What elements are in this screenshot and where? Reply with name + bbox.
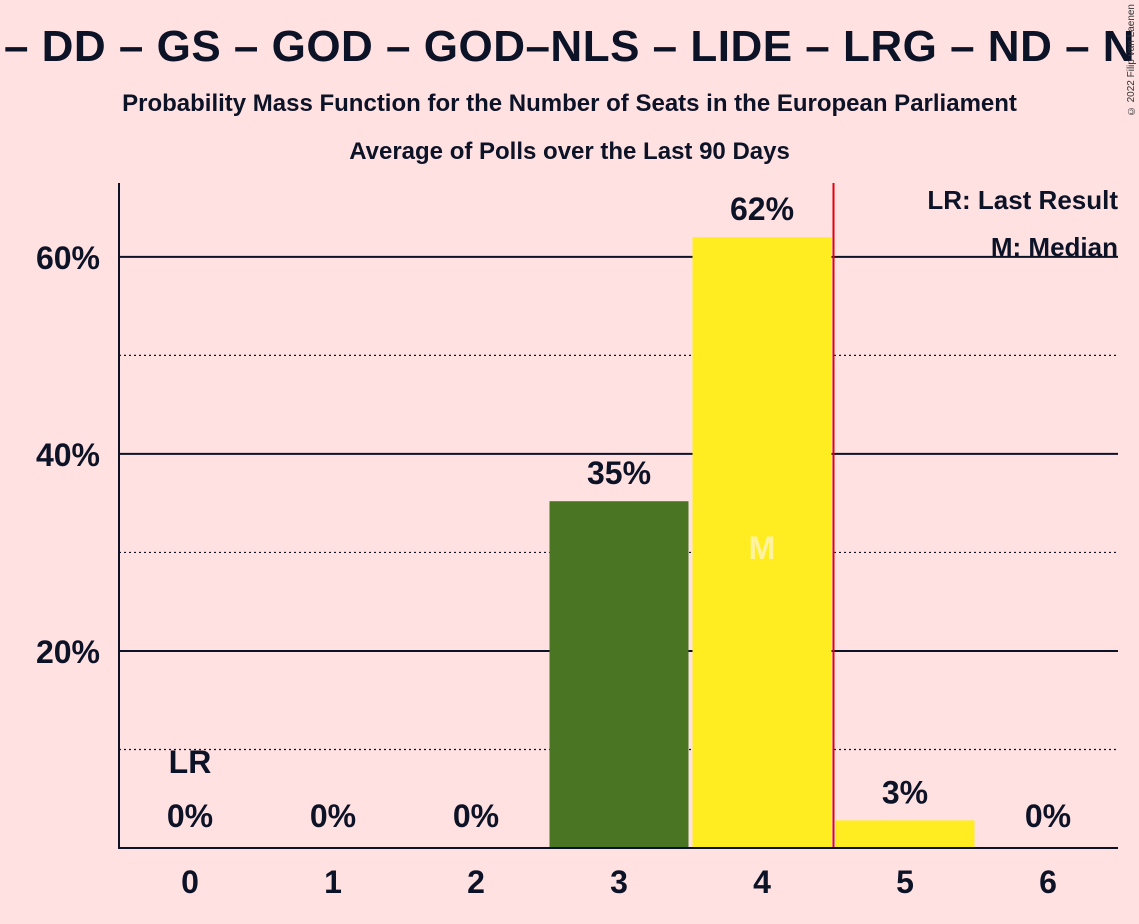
legend-last-result: LR: Last Result bbox=[927, 185, 1118, 215]
x-tick-label: 1 bbox=[324, 864, 342, 900]
axes: 20% 40% 60% 0 1 2 3 4 5 6 bbox=[36, 183, 1118, 900]
bar-3 bbox=[549, 501, 689, 848]
data-label-3: 35% bbox=[587, 455, 651, 491]
data-label-5: 3% bbox=[882, 774, 928, 810]
chart-subtitle-2: Average of Polls over the Last 90 Days bbox=[349, 138, 790, 165]
legend-median: M: Median bbox=[991, 232, 1118, 262]
y-tick-label: 60% bbox=[36, 240, 100, 276]
data-label-6: 0% bbox=[1025, 798, 1071, 834]
x-tick-label: 2 bbox=[467, 864, 485, 900]
bar-4 bbox=[692, 237, 832, 848]
median-marker: M bbox=[749, 530, 776, 566]
data-label-2: 0% bbox=[453, 798, 499, 834]
data-labels: 0% 0% 0% 35% 62% 3% 0% LR M bbox=[167, 191, 1071, 834]
gridlines bbox=[119, 255, 1118, 751]
data-label-1: 0% bbox=[310, 798, 356, 834]
last-result-marker: LR bbox=[169, 744, 212, 780]
x-tick-label: 6 bbox=[1039, 864, 1057, 900]
bars bbox=[549, 237, 975, 848]
x-tick-label: 3 bbox=[610, 864, 628, 900]
x-tick-label: 5 bbox=[896, 864, 914, 900]
chart-title: – DD – GS – GOD – GOD–NLS – LIDE – LRG –… bbox=[3, 22, 1136, 71]
y-tick-label: 20% bbox=[36, 634, 100, 670]
x-tick-label: 4 bbox=[753, 864, 771, 900]
bar-5 bbox=[835, 820, 975, 848]
y-tick-label: 40% bbox=[36, 437, 100, 473]
data-label-4: 62% bbox=[730, 191, 794, 227]
data-label-0: 0% bbox=[167, 798, 213, 834]
x-tick-label: 0 bbox=[181, 864, 199, 900]
chart-subtitle: Probability Mass Function for the Number… bbox=[122, 90, 1017, 117]
